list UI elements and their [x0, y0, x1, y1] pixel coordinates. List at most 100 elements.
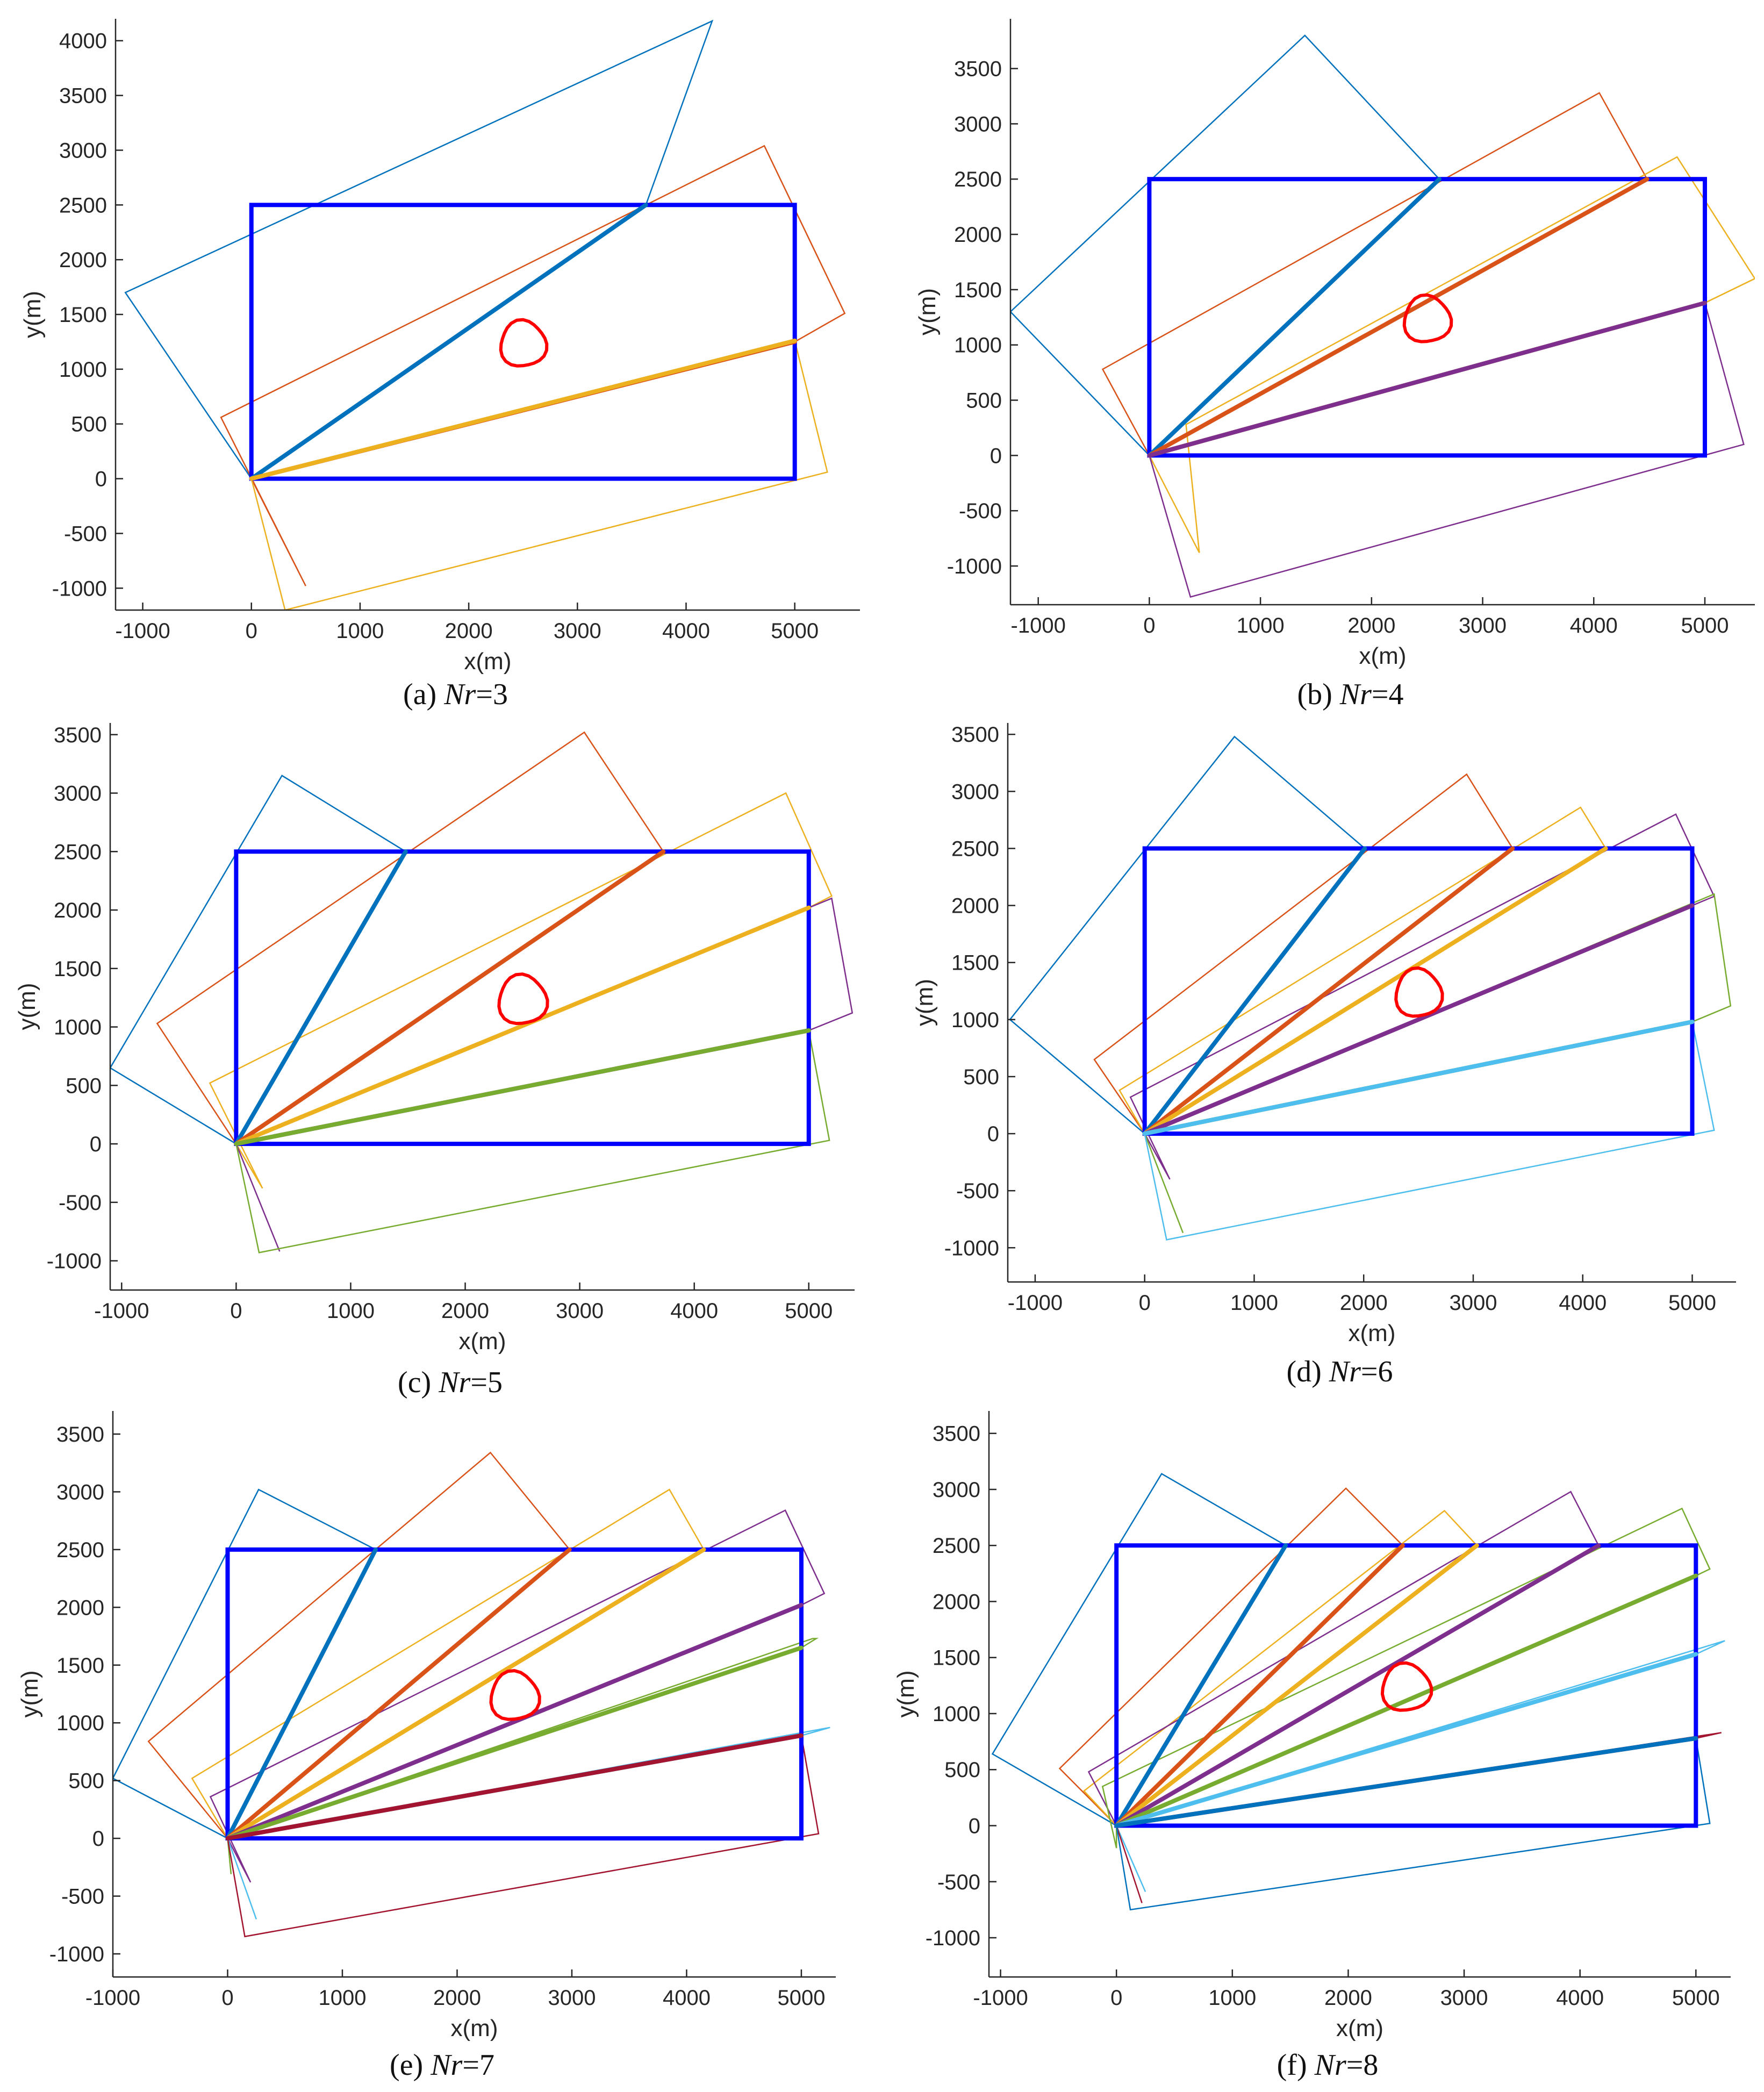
y-tick-label: 3000 — [56, 1480, 104, 1504]
y-tick-label: 500 — [966, 389, 1002, 413]
y-tick-label: -500 — [61, 1885, 104, 1909]
strip-7-path — [225, 1733, 804, 1841]
strip-4-path — [1114, 1543, 1601, 1828]
y-tick-label: 3500 — [59, 84, 107, 108]
chart-panel-d: -1000 0 1000 2000 3000 4000 5000 -1000 -500 0 500 1… — [912, 723, 1736, 1388]
y-tick-label: 1000 — [56, 1711, 104, 1735]
strip-4-path — [1147, 300, 1707, 458]
x-tick-label: 0 — [1139, 1291, 1151, 1315]
y-tick-label: 2500 — [54, 840, 102, 864]
x-tick-label: -1000 — [1008, 1291, 1063, 1315]
strip-1-path — [234, 849, 408, 1147]
y-tick-label: 2500 — [954, 168, 1002, 191]
field-rectangle — [1147, 177, 1707, 458]
y-tick-label: -500 — [959, 499, 1002, 523]
strip-2-boundary — [147, 1451, 571, 1839]
x-tick-label: 1000 — [327, 1299, 375, 1323]
y-tick-label: 1000 — [933, 1702, 980, 1726]
field-rectangle — [1114, 1543, 1698, 1828]
y-tick-label: 1500 — [59, 303, 107, 327]
y-axis-label: y(m) — [893, 1671, 919, 1718]
y-tick-label: 3000 — [54, 782, 102, 806]
x-tick-label: -1000 — [85, 1986, 140, 2010]
strip-4-boundary — [1148, 302, 1745, 598]
caption-variable: Nr — [1329, 1355, 1361, 1388]
y-tick-label: 2500 — [59, 194, 107, 217]
x-tick-label: 2000 — [1324, 1986, 1372, 2010]
y-tick-label: 3000 — [954, 112, 1002, 136]
strip-3-path — [225, 1547, 706, 1841]
chart-panel-c: -1000 0 1000 2000 3000 4000 5000 -1000 -500 0 500 1… — [14, 723, 855, 1399]
y-tick-label: 1000 — [54, 1016, 102, 1040]
y-tick-label: -500 — [64, 522, 107, 546]
obstacle-circle — [489, 1669, 541, 1721]
x-tick-label: 5000 — [771, 619, 819, 643]
y-tick-label: -1000 — [947, 555, 1002, 578]
x-tick-label: 1000 — [1237, 614, 1285, 637]
x-tick-label: -1000 — [1011, 614, 1066, 637]
y-tick-label: 0 — [987, 1122, 999, 1146]
x-tick-label: 4000 — [1570, 614, 1618, 637]
x-tick-label: 3000 — [1449, 1291, 1497, 1315]
x-axis-label: x(m) — [1336, 2015, 1383, 2041]
x-tick-label: 2000 — [445, 619, 493, 643]
y-tick-label: 500 — [71, 413, 107, 436]
x-tick-label: 4000 — [662, 619, 710, 643]
strip-5-path — [234, 1028, 811, 1147]
plot-area — [1009, 735, 1732, 1241]
x-tick-label: 2000 — [433, 1986, 481, 2010]
y-tick-label: 3000 — [59, 139, 107, 162]
y-tick-label: 2500 — [951, 837, 999, 861]
strip-2-boundary — [1093, 773, 1514, 1135]
x-tick-label: 5000 — [1681, 614, 1729, 637]
x-axis-label: x(m) — [459, 1328, 506, 1355]
y-axis-label: y(m) — [14, 983, 40, 1030]
y-tick-label: 0 — [969, 1815, 980, 1838]
x-tick-label: 0 — [246, 619, 257, 643]
x-tick-label: 2000 — [1340, 1291, 1388, 1315]
plot-area — [113, 1451, 830, 1938]
y-tick-label: 0 — [95, 468, 107, 491]
y-tick-label: 4000 — [59, 30, 107, 53]
caption-variable: Nr — [443, 678, 476, 711]
chart-panel-b: -1000 0 1000 2000 3000 4000 5000 -1000 -500 0 500 1… — [914, 19, 1755, 711]
y-tick-label: 3500 — [54, 723, 102, 747]
chart-panel-f: -1000 0 1000 2000 3000 4000 5000 -1000 -500 0 500 1… — [893, 1411, 1731, 2082]
strip-2-boundary — [1101, 92, 1648, 457]
y-tick-label: 2500 — [56, 1538, 104, 1562]
x-tick-label: -1000 — [94, 1299, 149, 1323]
y-tick-label: -1000 — [49, 1943, 104, 1966]
y-tick-label: -500 — [59, 1191, 102, 1215]
y-tick-label: 2000 — [56, 1596, 104, 1620]
y-tick-label: 2500 — [933, 1534, 980, 1558]
x-axis-label: x(m) — [1349, 1320, 1396, 1346]
plot-area — [124, 19, 846, 610]
strip-6-path — [1114, 1652, 1698, 1828]
obstacle-circle — [497, 972, 549, 1026]
caption-prefix: (d) — [1286, 1355, 1329, 1388]
plot-area — [110, 731, 854, 1253]
strip-4-path — [225, 1603, 804, 1841]
strip-1-boundary — [113, 1488, 377, 1839]
caption-prefix: (f) — [1277, 2048, 1315, 2082]
y-tick-label: 500 — [963, 1065, 999, 1089]
y-tick-label: 500 — [944, 1758, 980, 1782]
panel-caption: (b) Nr=4 — [1297, 678, 1403, 711]
y-tick-label: 1000 — [954, 334, 1002, 357]
caption-variable: Nr — [1339, 678, 1372, 711]
panel-caption: (c) Nr=5 — [398, 1366, 503, 1399]
y-axis-label: y(m) — [19, 291, 46, 338]
strip-6-path — [1142, 1020, 1695, 1136]
x-tick-label: 5000 — [1668, 1291, 1716, 1315]
strip-2-boundary — [220, 145, 846, 586]
plot-area — [991, 1473, 1725, 1911]
strip-1-boundary — [1009, 735, 1366, 1135]
caption-prefix: (c) — [398, 1366, 439, 1399]
strip-7-boundary — [1115, 1732, 1722, 1903]
strip-3-path — [249, 338, 797, 481]
y-tick-label: 3500 — [933, 1422, 980, 1446]
x-tick-label: 5000 — [777, 1986, 825, 2010]
x-tick-label: -1000 — [973, 1986, 1028, 2010]
y-tick-label: 500 — [66, 1074, 102, 1098]
y-tick-label: -1000 — [47, 1250, 102, 1273]
